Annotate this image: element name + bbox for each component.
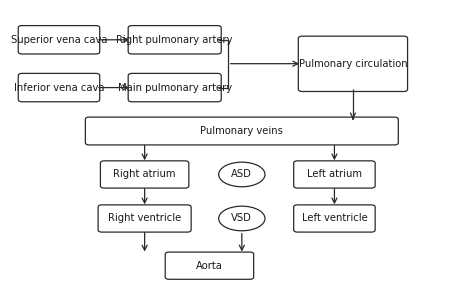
FancyBboxPatch shape (165, 252, 254, 279)
Text: Main pulmonary artery: Main pulmonary artery (118, 83, 232, 93)
Text: Right atrium: Right atrium (113, 169, 176, 180)
FancyBboxPatch shape (294, 161, 375, 188)
Text: Inferior vena cava: Inferior vena cava (14, 83, 104, 93)
Text: VSD: VSD (231, 214, 252, 223)
Text: ASD: ASD (231, 169, 252, 180)
Text: Left ventricle: Left ventricle (301, 214, 367, 223)
FancyBboxPatch shape (100, 161, 189, 188)
Ellipse shape (219, 206, 265, 231)
Text: Aorta: Aorta (196, 261, 223, 271)
FancyBboxPatch shape (98, 205, 191, 232)
FancyBboxPatch shape (18, 26, 100, 54)
FancyBboxPatch shape (298, 36, 408, 91)
Text: Right ventricle: Right ventricle (108, 214, 181, 223)
FancyBboxPatch shape (128, 26, 221, 54)
Text: Pulmonary circulation: Pulmonary circulation (299, 59, 407, 69)
Text: Right pulmonary artery: Right pulmonary artery (117, 35, 233, 45)
FancyBboxPatch shape (85, 117, 398, 145)
FancyBboxPatch shape (294, 205, 375, 232)
Text: Superior vena cava: Superior vena cava (11, 35, 107, 45)
FancyBboxPatch shape (128, 73, 221, 102)
Text: Left atrium: Left atrium (307, 169, 362, 180)
Ellipse shape (219, 162, 265, 187)
FancyBboxPatch shape (18, 73, 100, 102)
Text: Pulmonary veins: Pulmonary veins (201, 126, 283, 136)
